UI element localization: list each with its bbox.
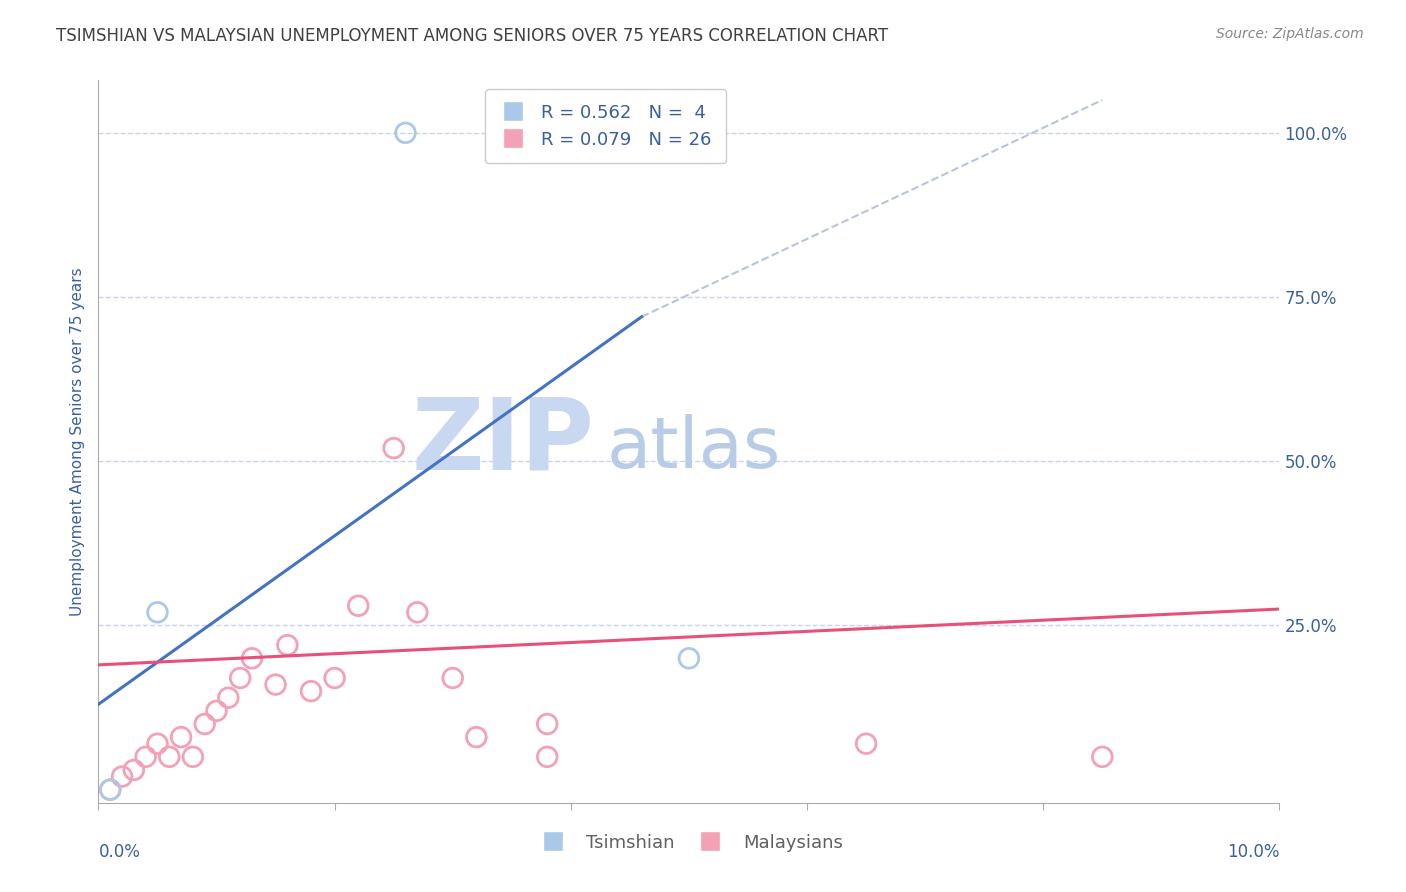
- Text: Source: ZipAtlas.com: Source: ZipAtlas.com: [1216, 27, 1364, 41]
- Point: [146, 605, 169, 619]
- Point: [217, 690, 239, 705]
- Point: [122, 763, 145, 777]
- Point: [181, 749, 204, 764]
- Point: [382, 441, 405, 455]
- Point: [678, 651, 700, 665]
- Point: [441, 671, 464, 685]
- Point: [157, 749, 180, 764]
- Point: [135, 749, 157, 764]
- Point: [394, 126, 416, 140]
- Point: [146, 737, 169, 751]
- Point: [264, 677, 287, 691]
- Point: [855, 737, 877, 751]
- Text: ZIP: ZIP: [412, 393, 595, 490]
- Text: 0.0%: 0.0%: [98, 843, 141, 861]
- Point: [536, 749, 558, 764]
- Point: [465, 730, 488, 744]
- Point: [1091, 749, 1114, 764]
- Point: [170, 730, 193, 744]
- Y-axis label: Unemployment Among Seniors over 75 years: Unemployment Among Seniors over 75 years: [69, 268, 84, 615]
- Point: [229, 671, 252, 685]
- Text: TSIMSHIAN VS MALAYSIAN UNEMPLOYMENT AMONG SENIORS OVER 75 YEARS CORRELATION CHAR: TSIMSHIAN VS MALAYSIAN UNEMPLOYMENT AMON…: [56, 27, 889, 45]
- Point: [98, 782, 121, 797]
- Point: [347, 599, 370, 613]
- Text: atlas: atlas: [606, 414, 780, 483]
- Point: [194, 717, 217, 731]
- Text: 10.0%: 10.0%: [1227, 843, 1279, 861]
- Point: [299, 684, 322, 698]
- Point: [323, 671, 346, 685]
- Point: [98, 782, 121, 797]
- Legend: Tsimshian, Malaysians: Tsimshian, Malaysians: [527, 826, 851, 859]
- Point: [276, 638, 298, 652]
- Point: [205, 704, 228, 718]
- Point: [406, 605, 429, 619]
- Point: [111, 770, 134, 784]
- Point: [240, 651, 263, 665]
- Point: [536, 717, 558, 731]
